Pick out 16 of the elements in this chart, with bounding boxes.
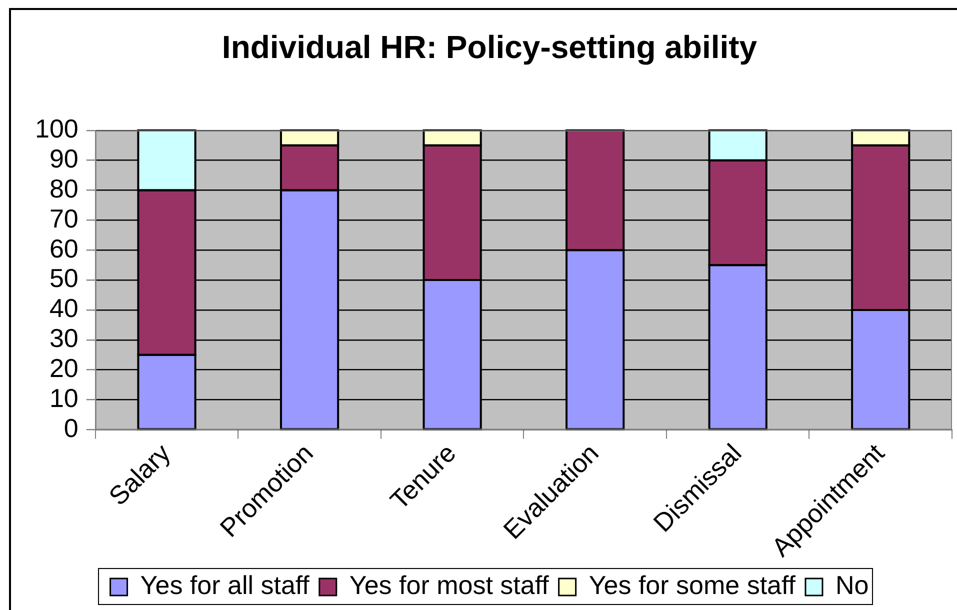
- y-tick-label: 90: [49, 144, 78, 174]
- chart-title: Individual HR: Policy-setting ability: [222, 29, 758, 66]
- y-tick-label: 60: [49, 233, 78, 264]
- y-tick-label: 10: [49, 382, 78, 413]
- y-tick-label: 20: [49, 353, 78, 384]
- legend-label: Yes for most staff: [349, 570, 550, 600]
- legend-label: Yes for some staff: [588, 570, 796, 600]
- y-tick-label: 40: [49, 293, 78, 324]
- y-tick-label: 0: [64, 412, 78, 443]
- y-tick-label: 30: [49, 323, 78, 354]
- legend-label: Yes for all staff: [140, 570, 310, 600]
- y-tick-label: 100: [34, 114, 78, 144]
- legend-label: No: [835, 570, 869, 600]
- y-tick-label: 70: [49, 203, 78, 234]
- y-tick-label: 50: [49, 263, 78, 294]
- y-tick-label: 80: [49, 173, 78, 204]
